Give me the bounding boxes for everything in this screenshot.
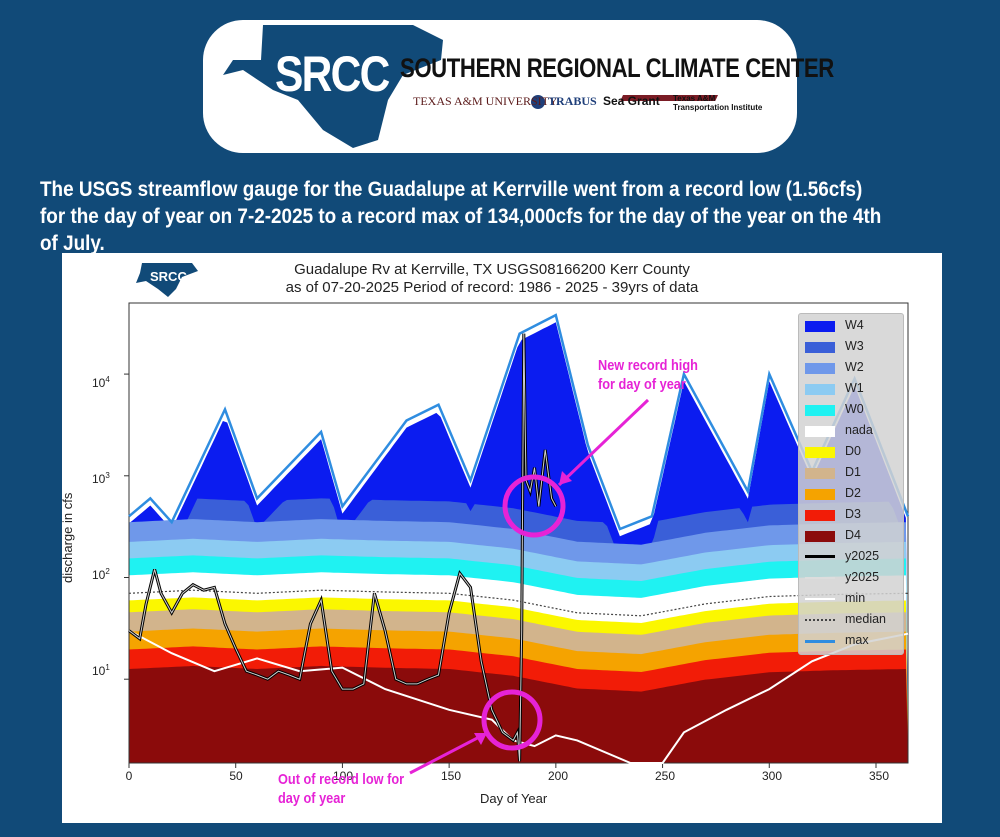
x-tick-label: 350 [868,769,890,783]
annotation-circle-high [502,474,566,538]
x-tick-label: 0 [125,769,133,783]
partner-seagrant: Sea Grant [603,94,660,108]
annotation-record-high-line1: New record high [598,357,698,374]
annotation-arrowhead-low [474,733,487,745]
svg-text:SRCC: SRCC [150,269,187,284]
y-tick-label: 104 [92,375,110,390]
x-tick-label: 300 [761,769,783,783]
plot-frame [128,302,909,764]
header-banner: SRCC SOUTHERN REGIONAL CLIMATE CENTER TE… [203,20,834,153]
chart-legend: W4 W3 W2 W1 W0 nada D0 D1 D2 D3 D4 y2025… [798,313,904,655]
x-tick-label: 150 [440,769,462,783]
y-tick-label: 102 [92,567,110,582]
annotation-record-high-line2: for day of year [598,376,686,393]
headline: The USGS streamflow gauge for the Guadal… [40,178,882,255]
band-d4 [129,665,908,763]
series-max [128,313,910,531]
srcc-logo-text: SRCC [275,46,390,102]
x-tick-label: 200 [547,769,569,783]
y-axis-label: discharge in cfs [60,492,75,583]
x-tick-label: 100 [332,769,354,783]
annotation-record-low-line1: Out of record low for [278,771,405,788]
annotation-arrowhead-high [559,471,572,485]
chart-panel: SRCC Guadalupe Rv at Kerrville, TX USGS0… [60,253,942,823]
chart-title-line2: as of 07-20-2025 Period of record: 1986 … [285,279,699,296]
y-tick-label: 103 [92,471,110,486]
series-min [128,629,909,764]
chart-title: Guadalupe Rv at Kerrville, TX USGS081662… [202,261,782,297]
x-tick-label: 50 [229,769,243,783]
x-axis-label: Day of Year [480,791,548,806]
annotation-record-high: New record high for day of year [598,356,698,394]
y-tick-label: 101 [92,663,110,678]
chart-svg [124,302,910,775]
partner-trabus: TRABUS [548,94,597,108]
annotation-circle-low [481,689,543,751]
series-y2025-light [128,333,557,762]
texas-map-logo [223,25,719,148]
annotation-record-low: Out of record low for day of year [278,770,404,808]
x-tick-label: 250 [654,769,676,783]
annotation-record-low-line2: day of year [278,790,346,807]
partner-tti: Texas A&M Transportation Institute [673,94,763,112]
chart-srcc-logo: SRCC [136,263,198,297]
partner-tamu: TEXAS A&M UNIVERSITY. [413,94,560,108]
annotation-arrow-low [409,731,488,775]
series-median [128,589,909,617]
annotation-arrow-high [557,398,650,487]
center-name: SOUTHERN REGIONAL CLIMATE CENTER [400,53,834,83]
chart-title-line1: Guadalupe Rv at Kerrville, TX USGS081662… [294,261,690,278]
